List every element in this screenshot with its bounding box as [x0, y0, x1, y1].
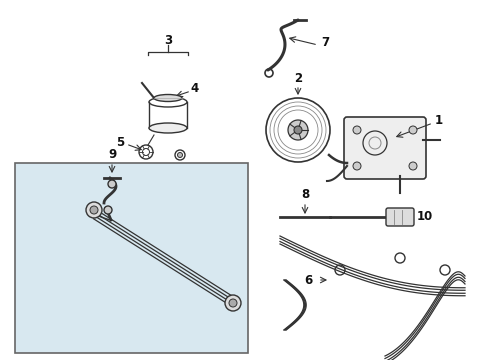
Circle shape	[288, 120, 308, 140]
FancyBboxPatch shape	[386, 208, 414, 226]
Ellipse shape	[154, 94, 182, 102]
Circle shape	[229, 299, 237, 307]
Text: 6: 6	[304, 274, 312, 287]
Circle shape	[108, 180, 116, 188]
Text: 7: 7	[321, 36, 329, 49]
Circle shape	[353, 126, 361, 134]
Circle shape	[177, 153, 182, 158]
Circle shape	[90, 206, 98, 214]
Text: 5: 5	[116, 135, 124, 148]
Text: 10: 10	[417, 211, 433, 224]
Text: 9: 9	[108, 148, 116, 162]
Text: 3: 3	[164, 35, 172, 48]
Text: 1: 1	[435, 113, 443, 126]
FancyBboxPatch shape	[344, 117, 426, 179]
Circle shape	[294, 126, 302, 134]
Bar	[15, 163, 248, 353]
Ellipse shape	[149, 123, 187, 133]
Text: 2: 2	[294, 72, 302, 85]
Circle shape	[353, 162, 361, 170]
Text: 8: 8	[301, 188, 309, 201]
Circle shape	[86, 202, 102, 218]
Circle shape	[104, 206, 112, 214]
Text: 4: 4	[191, 82, 199, 95]
Circle shape	[225, 295, 241, 311]
Circle shape	[409, 126, 417, 134]
Circle shape	[409, 162, 417, 170]
